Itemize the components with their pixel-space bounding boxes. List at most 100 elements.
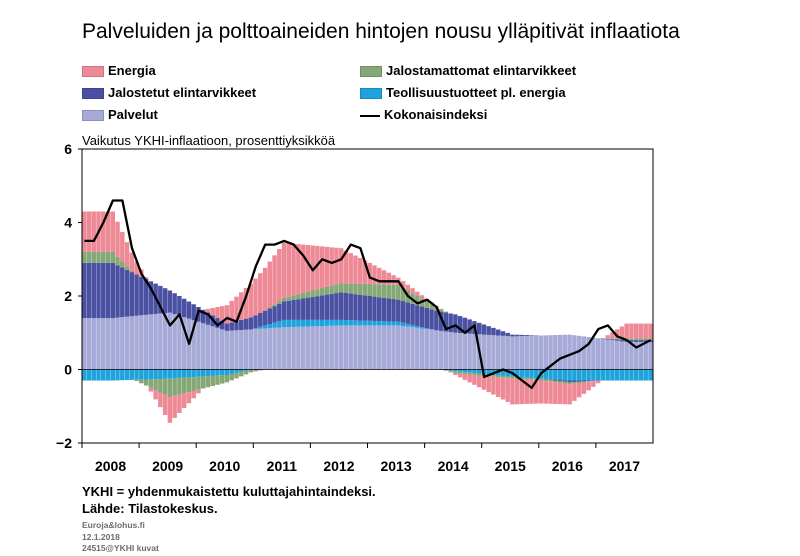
bar-segment — [296, 326, 301, 370]
legend-line — [360, 114, 380, 117]
bar-segment — [591, 381, 596, 387]
bar-segment — [348, 293, 353, 321]
bar-segment — [105, 251, 111, 263]
bar-segment — [96, 369, 101, 381]
bar-segment — [162, 369, 168, 379]
bar-segment — [148, 281, 154, 315]
bar-segment — [258, 313, 263, 327]
bar-segment — [239, 371, 244, 377]
bar-segment — [91, 318, 96, 370]
bar-segment — [372, 320, 377, 326]
footnote-definition: YKHI = yhdenmukaistettu kuluttajahintain… — [82, 484, 376, 499]
bar-segment — [562, 334, 568, 370]
bar-segment — [200, 369, 206, 377]
bar-segment — [115, 317, 120, 370]
bar-segment — [315, 245, 320, 290]
bar-segment — [248, 283, 253, 318]
bar-segment — [629, 340, 634, 342]
bar-segment — [638, 323, 644, 339]
bar-segment — [324, 286, 330, 295]
bar-segment — [129, 270, 135, 273]
bar-segment — [424, 329, 430, 370]
bar-segment — [148, 369, 154, 380]
bar-segment — [229, 300, 234, 323]
bar-segment — [329, 325, 334, 370]
bar-segment — [167, 312, 173, 370]
bar-segment — [82, 262, 87, 319]
x-tick-label: 2014 — [438, 458, 469, 474]
bar-segment — [600, 338, 606, 370]
bar-segment — [86, 211, 92, 252]
bar-segment — [572, 383, 577, 401]
bar-segment — [96, 262, 101, 319]
bar-segment — [481, 324, 487, 335]
bar-segment — [120, 369, 125, 381]
bar-segment — [367, 284, 372, 296]
bar-segment — [267, 308, 273, 325]
bar-segment — [120, 261, 125, 268]
bar-segment — [534, 380, 539, 404]
bar-segment — [124, 269, 130, 317]
bar-segment — [300, 319, 306, 327]
bar-segment — [362, 260, 368, 284]
bar-segment — [162, 313, 168, 370]
bar-segment — [491, 375, 496, 377]
bar-segment — [453, 373, 458, 376]
bar-segment — [543, 381, 549, 404]
bar-segment — [614, 329, 620, 339]
bar-segment — [172, 314, 177, 370]
bar-segment — [495, 377, 501, 398]
bar-segment — [258, 369, 263, 371]
bar-segment — [191, 304, 196, 321]
bar-segment — [372, 284, 377, 297]
bar-segment — [443, 312, 449, 332]
legend-swatch — [82, 66, 104, 78]
bar-segment — [200, 376, 206, 389]
legend-item-palvelut: Palvelut — [82, 107, 158, 122]
bar-segment — [377, 297, 382, 322]
bar-segment — [481, 375, 487, 390]
bar-segment — [386, 325, 391, 370]
bar-segment — [629, 338, 634, 341]
bar-segment — [200, 309, 206, 324]
bar-segment — [557, 334, 563, 370]
site-credit: Euroja&lohus.fi — [82, 520, 145, 530]
bar-segment — [329, 247, 334, 286]
bar-segment — [362, 320, 368, 326]
bar-segment — [234, 372, 239, 379]
bar-segment — [310, 319, 315, 327]
bar-segment — [181, 317, 187, 370]
bar-segment — [595, 380, 601, 384]
bar-segment — [300, 292, 306, 299]
bar-segment — [605, 339, 610, 370]
bar-segment — [153, 313, 158, 370]
bar-segment — [476, 369, 482, 374]
bar-segment — [619, 326, 625, 339]
bar-segment — [453, 371, 458, 374]
bar-segment — [510, 376, 515, 379]
bar-segment — [491, 335, 496, 370]
bar-segment — [143, 279, 149, 315]
bar-segment — [172, 369, 177, 379]
bar-segment — [253, 278, 258, 316]
x-tick-label: 2013 — [380, 458, 411, 474]
bar-segment — [557, 379, 563, 382]
bar-segment — [567, 369, 572, 381]
bar-segment — [534, 369, 539, 379]
bar-segment — [610, 339, 615, 341]
bar-segment — [633, 369, 639, 381]
bar-segment — [619, 341, 625, 370]
bar-segment — [91, 211, 96, 252]
bar-segment — [177, 296, 182, 316]
bar-segment — [548, 369, 553, 380]
bar-segment — [467, 319, 472, 334]
x-tick-label: 2008 — [95, 458, 126, 474]
bar-segment — [305, 326, 311, 370]
bar-segment — [281, 327, 287, 370]
bar-segment — [495, 375, 501, 378]
bar-segment — [205, 312, 211, 325]
bar-segment — [115, 369, 120, 381]
total-line-layer — [84, 199, 652, 390]
bar-segment — [567, 384, 572, 405]
bar-segment — [572, 382, 577, 384]
